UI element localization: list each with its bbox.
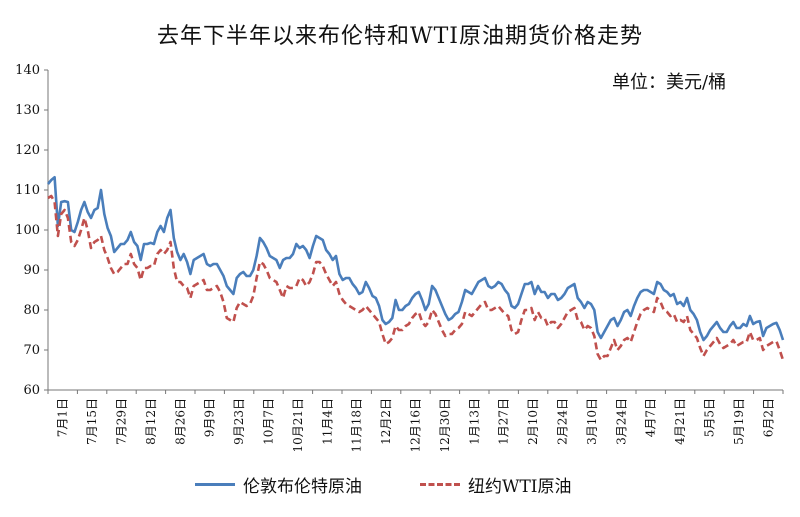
series-group [46, 175, 785, 362]
x-tick-label: 9月23日 [232, 398, 246, 445]
x-tick-label: 9月9日 [203, 398, 217, 437]
legend-label-wti: 纽约WTI原油 [468, 476, 572, 497]
x-tick-label: 7月15日 [85, 398, 99, 445]
y-tick-label: 130 [15, 103, 40, 118]
x-tick-label: 5月19日 [732, 398, 746, 445]
legend-swatch-brent [195, 482, 235, 486]
y-tick-label: 60 [23, 383, 40, 398]
x-axis-ticks: 7月1日 7月15日 7月29日 8月12日 8月26日 9月9日 9月23日 10月7日 10… [47, 390, 784, 453]
x-tick-label: 10月21日 [291, 398, 305, 453]
x-tick-label: 3月10日 [585, 398, 599, 445]
y-tick-label: 90 [23, 263, 40, 278]
x-tick-label: 7月29日 [115, 398, 129, 445]
unit-label: 单位：美元/桶 [612, 72, 727, 93]
x-tick-label: 11月4日 [320, 398, 334, 445]
series-line-brent [46, 175, 785, 342]
x-tick-label: 8月26日 [173, 398, 187, 445]
x-tick-label: 12月2日 [379, 398, 393, 445]
x-tick-label: 4月21日 [673, 398, 687, 445]
x-tick-label: 1月27日 [497, 398, 511, 445]
x-tick-label: 6月2日 [761, 398, 775, 437]
x-tick-label: 11月18日 [350, 398, 364, 453]
x-tick-label: 12月30日 [438, 398, 452, 453]
y-tick-label: 120 [15, 143, 40, 158]
y-tick-label: 70 [23, 343, 40, 358]
x-tick-label: 1月13日 [467, 398, 481, 445]
y-tick-label: 100 [15, 223, 40, 238]
legend-item-wti: 纽约WTI原油 [420, 470, 572, 498]
legend-label-brent: 伦敦布伦特原油 [243, 476, 362, 497]
y-tick-label: 110 [15, 183, 40, 198]
x-tick-label: 7月1日 [56, 398, 70, 437]
x-tick-label: 4月7日 [644, 398, 658, 437]
legend: 伦敦布伦特原油 纽约WTI原油 [0, 470, 800, 498]
legend-swatch-wti [420, 482, 460, 486]
x-tick-label: 2月10日 [526, 398, 540, 445]
x-tick-label: 10月7日 [262, 398, 276, 445]
y-tick-label: 140 [15, 63, 40, 78]
x-tick-label: 12月16日 [409, 398, 423, 453]
legend-item-brent: 伦敦布伦特原油 [195, 470, 362, 498]
x-tick-label: 2月24日 [556, 398, 570, 445]
x-tick-label: 5月5日 [703, 398, 717, 437]
series-line-wti [47, 194, 785, 362]
y-axis-ticks: 60 70 80 90 100 110 120 130 140 [15, 63, 48, 398]
y-tick-label: 80 [23, 303, 40, 318]
x-tick-label: 8月12日 [144, 398, 158, 445]
x-tick-label: 3月24日 [614, 398, 628, 445]
chart-title: 去年下半年以来布伦特和WTI原油期货价格走势 [157, 24, 643, 49]
